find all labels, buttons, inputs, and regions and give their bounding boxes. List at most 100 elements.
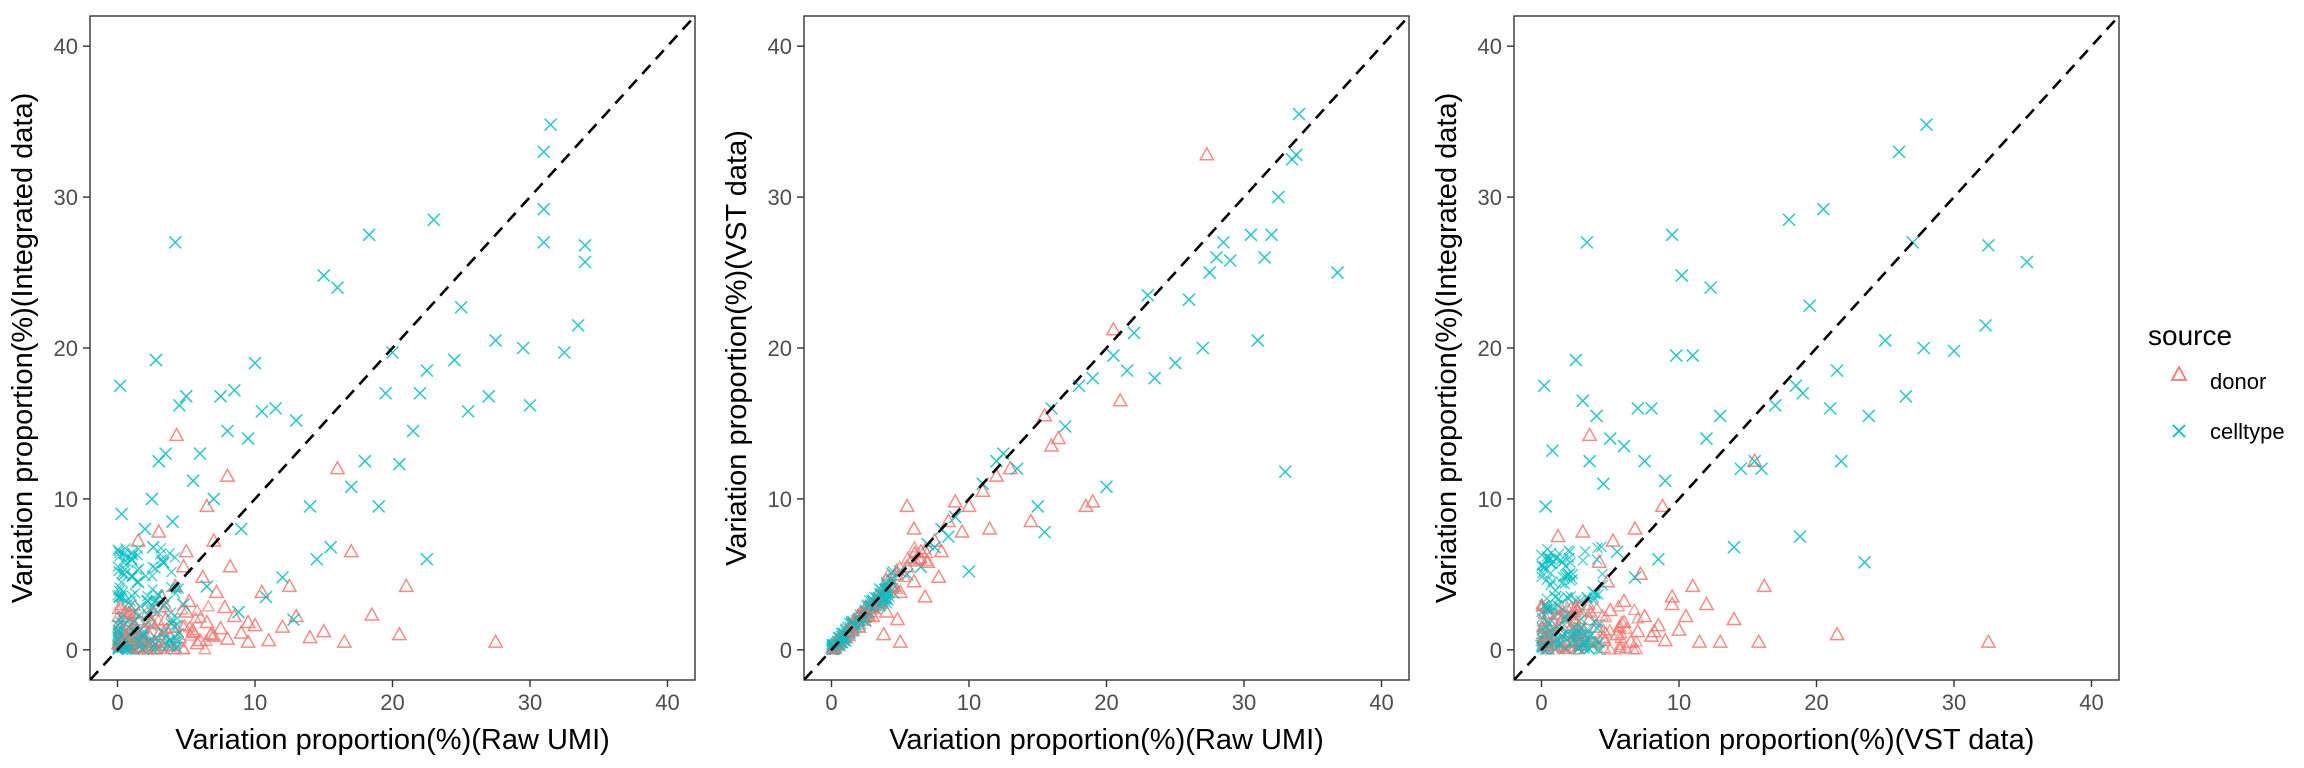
x-axis-title: Variation proportion(%)(Raw UMI) [175, 724, 610, 756]
celltype-point [881, 597, 893, 609]
celltype-point [1547, 575, 1558, 587]
celltype-point [1830, 364, 1844, 378]
donor-point [1581, 611, 1598, 626]
donor-point [155, 638, 170, 652]
donor-point [1559, 641, 1574, 655]
celltype-point [1086, 371, 1100, 385]
donor-point [1613, 642, 1627, 655]
celltype-point [1541, 550, 1553, 562]
identity-reference-line [1514, 16, 2119, 680]
celltype-point [1536, 560, 1548, 572]
donor-point [890, 581, 904, 594]
donor-point [127, 616, 141, 629]
y-tick-label: 0 [780, 638, 792, 663]
celltype-point [166, 566, 177, 578]
plot-area [90, 16, 695, 680]
celltype-point [454, 300, 468, 314]
origin-cluster [1534, 541, 1645, 656]
y-tick-label: 30 [54, 185, 78, 210]
celltype-point [1567, 568, 1579, 580]
celltype-point [1782, 213, 1796, 227]
celltype-point [838, 627, 850, 639]
celltype-point [138, 522, 152, 536]
celltype-point [165, 581, 177, 593]
celltype-point [1580, 235, 1594, 249]
x-tick-label: 40 [1369, 690, 1393, 715]
donor-point [222, 558, 239, 573]
donor-point [1534, 628, 1549, 642]
donor-point [198, 497, 215, 513]
donor-point [1750, 633, 1767, 648]
celltype-point [1577, 555, 1589, 566]
celltype-point [461, 404, 475, 418]
donor-point [918, 542, 932, 555]
celltype-point [1603, 432, 1617, 446]
celltype-point [186, 474, 200, 488]
donor-point [1077, 497, 1094, 513]
x-tick-label: 0 [825, 690, 837, 715]
celltype-point [179, 389, 193, 403]
donor-point [151, 613, 166, 626]
celltype-point [112, 624, 124, 636]
donor-point [1581, 426, 1598, 442]
celltype-point [1545, 444, 1560, 458]
celltype-point [231, 605, 246, 619]
donor-point [150, 523, 167, 538]
donor-point [184, 628, 198, 641]
celltype-point [310, 552, 324, 566]
donor-point [336, 633, 353, 648]
donor-point [315, 623, 332, 638]
celltype-point [860, 611, 871, 623]
donor-point [198, 642, 212, 655]
celltype-point [1536, 612, 1548, 624]
donor-point [205, 627, 222, 642]
celltype-point [165, 515, 180, 529]
donor-point [1664, 588, 1681, 603]
y-tick-label: 40 [1478, 34, 1502, 59]
celltype-point [1209, 250, 1224, 264]
celltype-point [1793, 530, 1807, 544]
celltype-point [854, 615, 866, 627]
celltype-point [1223, 253, 1237, 268]
celltype-point [1545, 579, 1557, 591]
celltype-point [1803, 299, 1817, 313]
donor-point [216, 599, 233, 614]
celltype-point [1120, 364, 1134, 378]
celltype-point [146, 570, 158, 582]
celltype-point [1713, 409, 1727, 423]
donor-point [1630, 611, 1645, 624]
donor-point [1756, 577, 1773, 593]
y-tick-label: 10 [54, 487, 78, 512]
celltype-point [150, 563, 161, 574]
celltype-point [1583, 643, 1595, 655]
scatter-panel-3: 0 10 20 30 40 0 10 20 30 40 Variation proportion(%… [1431, 15, 2120, 756]
celltype-point [142, 608, 154, 620]
celltype-point [578, 255, 592, 269]
celltype-point [516, 341, 530, 355]
donor-point [930, 568, 947, 584]
scatter-panel-2: 0 10 20 30 40 0 10 20 30 40 Variation proportion(%… [721, 15, 1410, 756]
celltype-point [133, 563, 145, 575]
celltype-point [1106, 349, 1120, 363]
celltype-point [1675, 269, 1689, 283]
celltype-point [259, 590, 273, 604]
celltype-point [1597, 579, 1609, 591]
identity-reference-line [90, 16, 695, 680]
legend-donor-triangle-marker [2170, 365, 2188, 381]
donor-point [260, 632, 277, 647]
celltype-point [114, 547, 125, 559]
donor-point [917, 588, 933, 603]
celltype-point [392, 457, 406, 471]
celltype-point [118, 557, 130, 569]
donor-point [1616, 592, 1632, 608]
celltype-point [1038, 525, 1052, 539]
celltype-point [255, 404, 269, 418]
celltype-point [1699, 432, 1714, 446]
donor-point [865, 600, 879, 614]
celltype-point [126, 571, 138, 583]
donor-point [1980, 633, 1997, 648]
celltype-point [1981, 238, 1995, 252]
donor-point [906, 573, 922, 588]
donor-point [1712, 633, 1729, 648]
